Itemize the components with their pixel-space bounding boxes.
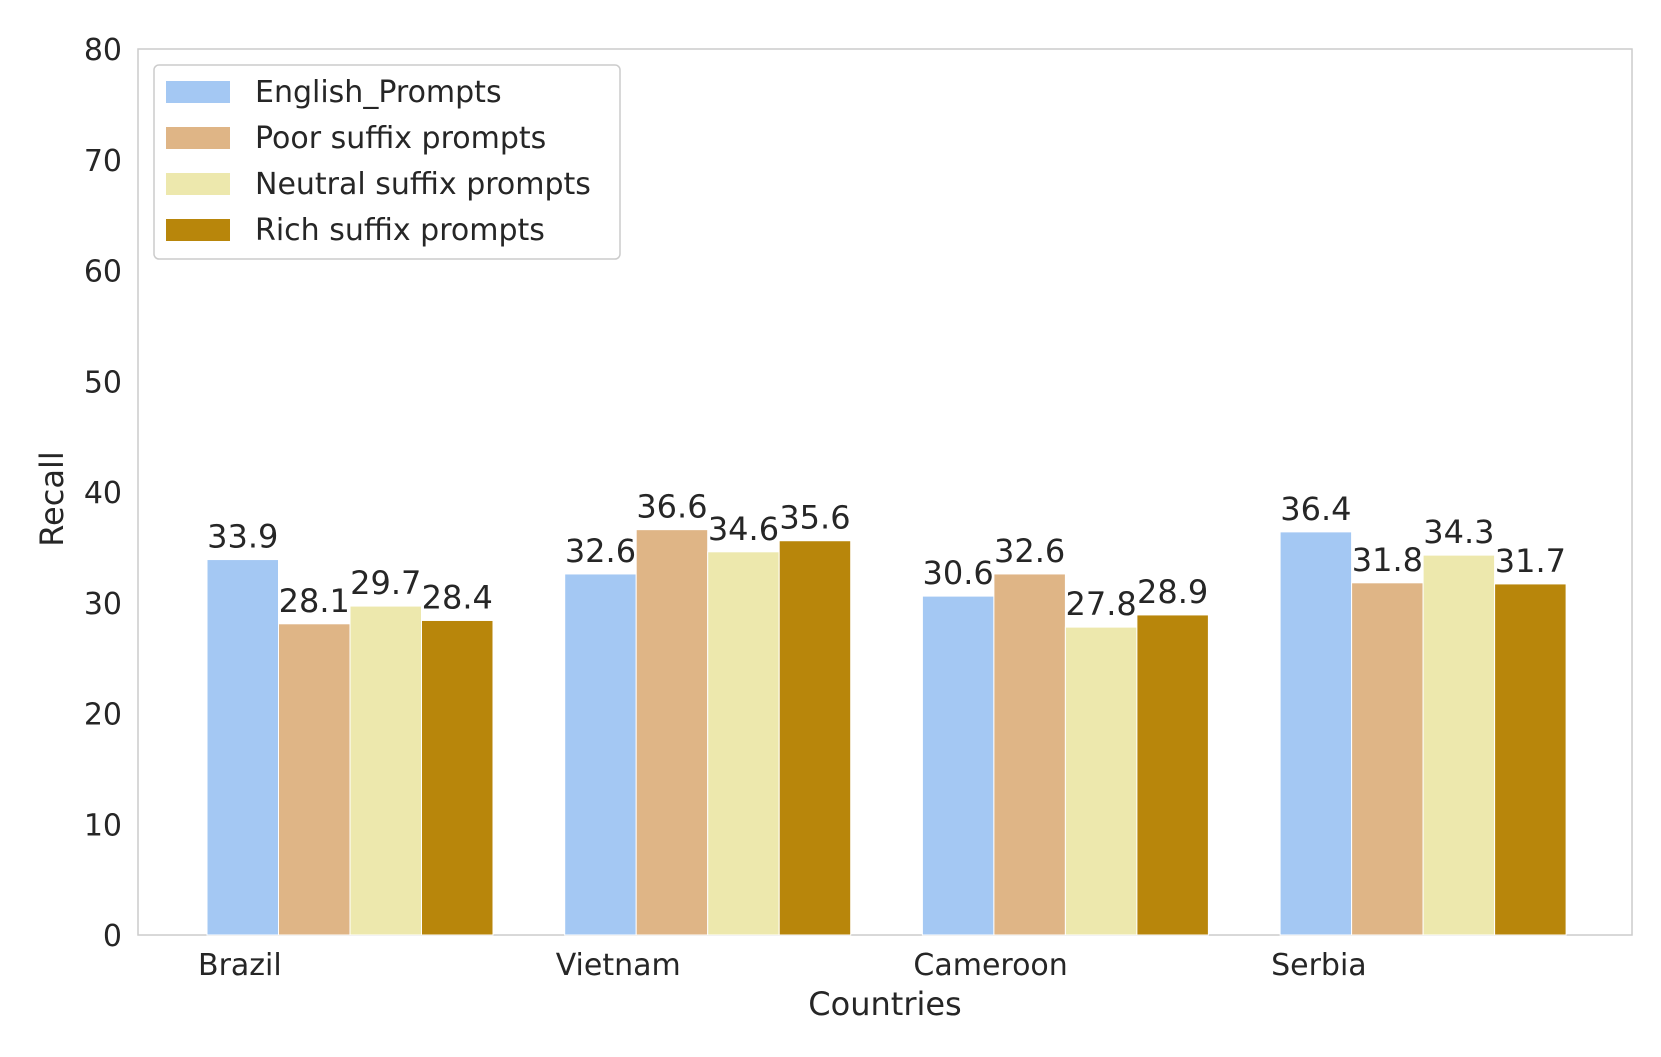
y-tick-label: 60 [84,255,122,290]
legend: English_Prompts Poor suffix prompts Neutra… [153,64,621,260]
y-tick-label: 10 [84,808,122,843]
bar [635,529,709,936]
bar-value-label: 27.8 [1066,585,1137,623]
bar-value-label: 33.9 [207,518,278,556]
bar-value-label: 31.7 [1495,542,1566,580]
x-tick-label: Cameroon [913,948,1067,983]
bar-value-label: 30.6 [923,554,994,592]
legend-swatch [166,219,230,241]
bar-value-label: 36.4 [1280,490,1351,528]
legend-entry-label: English_Prompts [255,75,502,110]
bar [421,619,494,936]
bar [1422,554,1496,936]
x-tick-label: Vietnam [556,948,681,983]
bar [1279,531,1353,936]
bar [278,623,351,936]
legend-swatch [166,127,230,149]
y-tick-label: 80 [84,33,122,68]
bar [564,573,637,936]
x-axis-label: Countries [808,985,961,1023]
bar-value-label: 34.6 [708,510,779,548]
y-tick-label: 70 [84,144,122,179]
legend-swatch [166,81,230,103]
x-axis-ticks: Brazil Vietnam Cameroon Serbia [198,948,1367,983]
legend-entry-label: Rich suffix prompts [255,213,545,248]
legend-swatch [166,173,230,195]
bar-value-label: 31.8 [1352,541,1423,579]
bar-value-label: 32.6 [994,532,1065,570]
bar-value-label: 28.1 [279,582,350,620]
bar [707,551,780,936]
bar [206,559,279,936]
bars [206,529,1567,936]
bar-value-label: 35.6 [779,499,850,537]
bar [993,573,1066,936]
bar [778,540,852,936]
y-axis-label: Recall [33,451,71,546]
bar [349,605,422,936]
x-tick-label: Serbia [1271,948,1367,983]
bar [1136,614,1209,936]
y-tick-label: 20 [84,698,122,733]
bar [1494,583,1567,936]
bar [1351,582,1424,936]
bar [921,595,995,936]
legend-box [153,64,621,260]
bar-value-label: 29.7 [350,564,421,602]
legend-entry-label: Neutral suffix prompts [255,167,591,202]
y-tick-label: 30 [84,587,122,622]
bar-value-label: 28.4 [422,578,493,616]
bar-value-label: 28.9 [1137,573,1208,611]
y-tick-label: 0 [103,919,122,954]
bar [1064,626,1138,936]
bar-value-label: 32.6 [565,532,636,570]
bar-value-label: 36.6 [636,488,707,526]
bar-labels: 33.928.1 29.7 28.432.636.634.6 35.630.632.6… [207,488,1566,623]
y-axis-ticks: 0 10 20 30 40 50 60 70 80 [84,33,122,954]
y-tick-label: 50 [84,365,122,400]
bar-value-label: 34.3 [1423,513,1494,551]
x-tick-label: Brazil [198,948,282,983]
y-tick-label: 40 [84,476,122,511]
legend-entry-label: Poor suffix prompts [255,121,546,156]
